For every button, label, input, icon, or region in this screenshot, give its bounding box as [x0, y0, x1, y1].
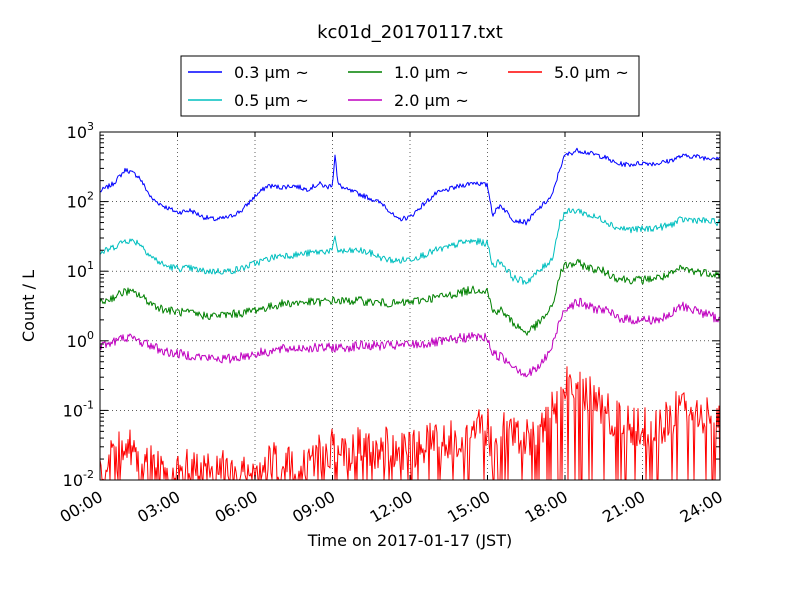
series-line — [99, 207, 721, 285]
x-tick-label: 06:00 — [212, 487, 261, 527]
legend: 0.3 μm ~ 0.5 μm ~ 1.0 μm ~ 2.0 μm ~ 5.0 μm ~ — [180, 55, 640, 117]
x-tick-label: 00:00 — [57, 487, 106, 527]
x-tick-label: 18:00 — [522, 487, 571, 527]
series-line — [99, 297, 721, 378]
x-tick-label: 24:00 — [677, 487, 726, 527]
series-layer — [99, 147, 721, 481]
y-tick-label: 100 — [67, 329, 94, 351]
plot-area — [99, 131, 721, 481]
y-tick-label: 101 — [67, 259, 94, 281]
legend-label: 2.0 μm ~ — [394, 91, 469, 110]
y-axis-label: Count / L — [19, 270, 38, 342]
x-tick-label: 03:00 — [134, 487, 183, 527]
legend-label: 5.0 μm ~ — [554, 63, 629, 82]
y-tick-labels: 10-2 10-1 100 101 102 103 — [63, 120, 94, 490]
y-tick-label: 102 — [67, 190, 94, 212]
legend-items: 0.3 μm ~ 0.5 μm ~ 1.0 μm ~ 2.0 μm ~ 5.0 μm ~ — [188, 63, 629, 110]
ticks — [99, 131, 721, 481]
series-line — [99, 258, 721, 336]
y-tick-label: 10-2 — [63, 468, 94, 490]
x-axis-label: Time on 2017-01-17 (JST) — [307, 531, 512, 550]
x-tick-label: 09:00 — [289, 487, 338, 527]
series-line — [99, 147, 721, 226]
y-tick-label: 103 — [67, 120, 94, 142]
series-line — [99, 366, 721, 481]
x-tick-label: 12:00 — [367, 487, 416, 527]
x-tick-labels: 00:00 03:00 06:00 09:00 12:00 15:00 18:00 21:00… — [57, 487, 726, 527]
y-tick-label: 10-1 — [63, 398, 94, 420]
legend-label: 0.3 μm ~ — [234, 63, 309, 82]
x-tick-label: 15:00 — [444, 487, 493, 527]
legend-frame — [180, 55, 640, 117]
legend-label: 1.0 μm ~ — [394, 63, 469, 82]
legend-label: 0.5 μm ~ — [234, 91, 309, 110]
x-tick-label: 21:00 — [599, 487, 648, 527]
chart-title: kc01d_20170117.txt — [317, 22, 503, 43]
